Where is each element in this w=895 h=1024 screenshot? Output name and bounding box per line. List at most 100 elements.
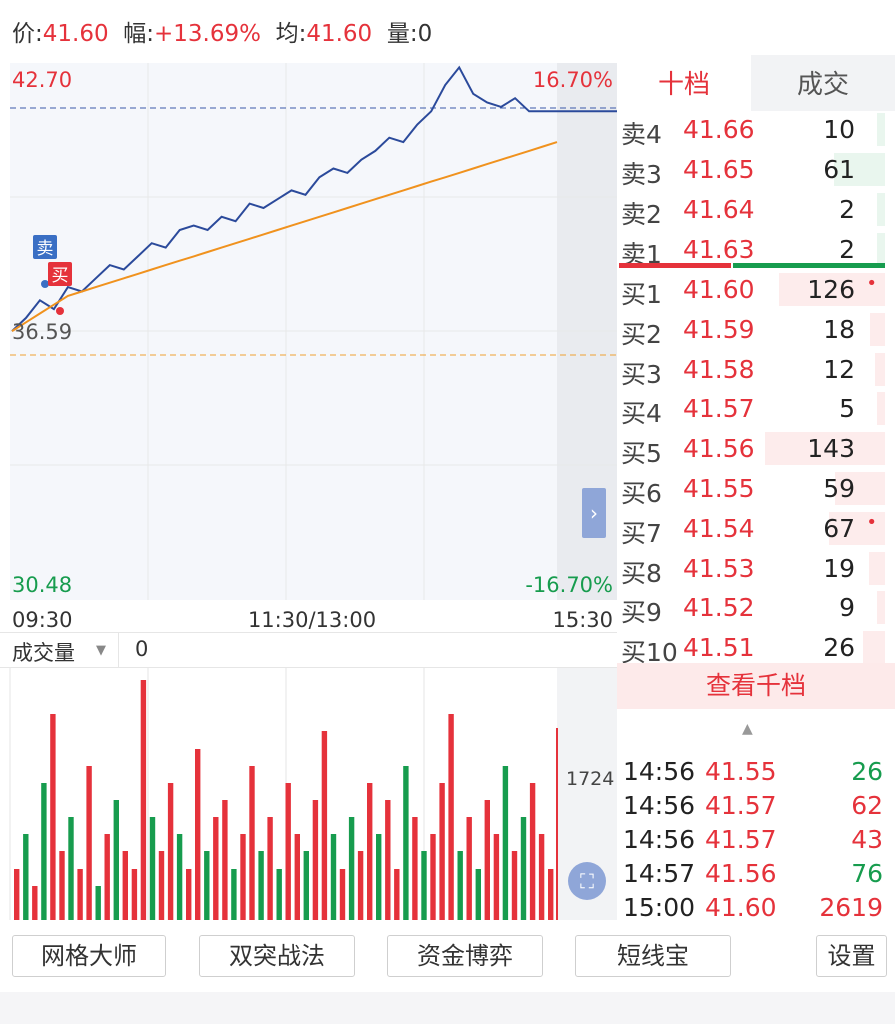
- trade-row: 15:00 41.60 2619: [623, 891, 889, 925]
- fund-game-button[interactable]: 资金博弈: [387, 935, 543, 977]
- buy-level-row[interactable]: 买8 41.53 19: [617, 548, 895, 588]
- level-volume-bar: [877, 233, 885, 266]
- sell-buy-divider-red: [619, 263, 731, 268]
- buy-level-row[interactable]: 买2 41.59 18: [617, 309, 895, 349]
- level-volume: 67: [823, 513, 855, 543]
- sell-level-row[interactable]: 卖1 41.63 2: [617, 229, 895, 269]
- short-treasure-button[interactable]: 短线宝: [575, 935, 731, 977]
- buy-marker[interactable]: 买: [48, 262, 72, 315]
- trade-time: 14:56: [623, 791, 696, 820]
- volume-bar: [330, 834, 337, 920]
- volume-bar: [176, 834, 183, 920]
- level-price: 41.53: [683, 553, 755, 583]
- level-label: 买7: [621, 518, 662, 548]
- level-volume-bar: [834, 153, 885, 186]
- time-end-label: 15:30: [552, 608, 613, 632]
- trade-time: 14:56: [623, 757, 696, 786]
- volume-bar: [213, 817, 219, 920]
- volume-bar: [195, 749, 201, 920]
- trade-volume: 43: [851, 825, 883, 854]
- volume-bar: [412, 817, 418, 920]
- level-price: 41.65: [683, 155, 755, 184]
- prev-close-label: 36.59: [12, 320, 72, 344]
- sell-marker[interactable]: 卖: [33, 235, 57, 288]
- level-change-dot: •: [866, 273, 877, 294]
- volume-bar: [204, 851, 210, 920]
- sell-level-row[interactable]: 卖3 41.65 61: [617, 149, 895, 189]
- level-volume: 59: [823, 474, 855, 503]
- sell-level-row[interactable]: 卖2 41.64 2: [617, 189, 895, 229]
- level-price: 41.55: [683, 474, 755, 503]
- chart-next-button[interactable]: ›: [582, 488, 606, 538]
- buy-level-row[interactable]: 买10 41.51 26: [617, 627, 895, 667]
- buy-level-row[interactable]: 买7 41.54 67 •: [617, 508, 895, 548]
- sell-level-row[interactable]: 卖4 41.66 10: [617, 109, 895, 149]
- volume-indicator-select[interactable]: 成交量: [12, 641, 75, 665]
- change-label: 幅:: [123, 21, 154, 47]
- level-price: 41.58: [683, 354, 755, 384]
- bottom-strip: [0, 992, 895, 1024]
- volume-label: 量:: [386, 21, 418, 47]
- volume-bar: [231, 869, 237, 920]
- expand-button[interactable]: ⛶: [568, 862, 606, 900]
- volume-bar: [538, 834, 545, 920]
- volume-value: 0: [417, 21, 433, 47]
- chevron-right-icon: ›: [590, 501, 598, 525]
- volume-bar: [50, 714, 56, 920]
- volume-bar: [23, 834, 29, 920]
- volume-chart: [9, 668, 617, 920]
- level-label: 卖3: [621, 160, 662, 189]
- trade-time: 15:00: [623, 893, 696, 922]
- trade-volume: 76: [851, 859, 883, 888]
- volume-bar: [430, 834, 436, 920]
- trade-price: 41.56: [705, 859, 777, 888]
- buy-level-row[interactable]: 买5 41.56 143: [617, 428, 895, 468]
- buy-level-row[interactable]: 买6 41.55 59: [617, 468, 895, 508]
- buy-level-row[interactable]: 买9 41.52 9: [617, 587, 895, 627]
- volume-bar: [385, 800, 391, 920]
- volume-bar: [493, 834, 500, 920]
- volume-bar: [68, 817, 74, 920]
- level-price: 41.66: [683, 115, 755, 144]
- volume-bar: [303, 851, 309, 920]
- view-thousand-levels-button[interactable]: 查看千档: [617, 663, 895, 709]
- trade-price: 41.55: [705, 757, 777, 786]
- level-change-dot: •: [866, 511, 877, 533]
- volume-bar: [222, 800, 228, 920]
- trade-time: 14:57: [623, 859, 696, 888]
- level-volume-bar: [877, 591, 885, 625]
- volume-bar: [149, 817, 156, 920]
- level-volume-bar: [870, 312, 885, 346]
- level-price: 41.64: [683, 195, 755, 224]
- double-break-button[interactable]: 双突战法: [199, 935, 355, 977]
- change-value: +13.69%: [153, 21, 261, 47]
- tab-ten-levels[interactable]: 十档: [617, 55, 751, 111]
- level-volume-bar: [877, 392, 885, 426]
- level-volume: 2: [839, 235, 855, 264]
- tab-trades[interactable]: 成交: [751, 55, 895, 111]
- volume-header: 成交量 ▼ 0: [0, 632, 617, 668]
- trade-price: 41.57: [705, 825, 777, 854]
- level-volume: 19: [823, 553, 855, 583]
- intraday-chart[interactable]: 42.70 36.59 30.48 16.70% -16.70% 卖 买 09:…: [0, 55, 617, 632]
- grid-master-button[interactable]: 网格大师: [12, 935, 166, 977]
- quote-summary: 价:41.60 幅:+13.69% 均:41.60 量:0: [12, 14, 432, 50]
- avg-value: 41.60: [306, 21, 373, 47]
- buy-level-row[interactable]: 买4 41.57 5: [617, 388, 895, 428]
- level-price: 41.57: [683, 394, 755, 424]
- caret-up-icon[interactable]: ▲: [742, 721, 753, 737]
- volume-bar: [95, 886, 101, 920]
- level-price: 41.54: [683, 513, 755, 543]
- settings-button[interactable]: 设置: [816, 935, 887, 977]
- buy-level-row[interactable]: 买1 41.60 126 •: [617, 269, 895, 309]
- volume-bar: [122, 851, 128, 920]
- level-volume-bar: [877, 113, 885, 146]
- volume-bar: [77, 869, 83, 920]
- level-volume-bar: [877, 193, 885, 226]
- caret-down-icon[interactable]: ▼: [96, 643, 106, 658]
- buy-level-row[interactable]: 买3 41.58 12: [617, 349, 895, 389]
- volume-bar: [104, 834, 110, 920]
- level-volume: 143: [807, 434, 855, 464]
- trade-price: 41.60: [705, 893, 777, 922]
- grid: [10, 63, 617, 600]
